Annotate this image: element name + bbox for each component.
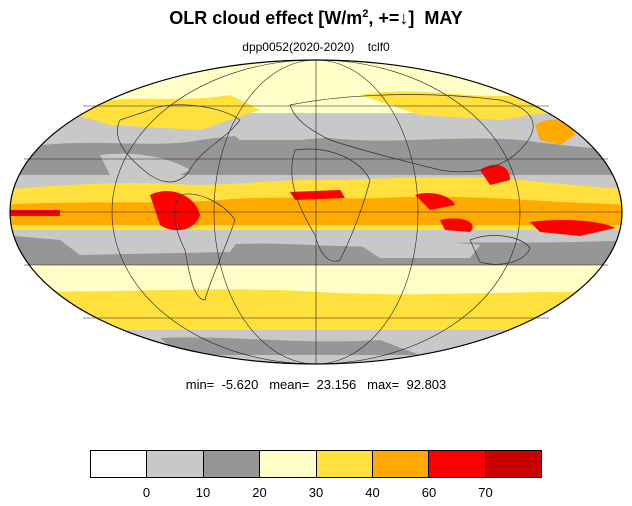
colorbar-label: 0 — [142, 485, 151, 500]
field-japan-orange — [535, 119, 575, 145]
field-antarctic-gray — [160, 337, 420, 355]
title-rest: , +=↓] MAY — [368, 8, 463, 28]
colorbar-box — [372, 451, 430, 477]
page-title: OLR cloud effect [W/m2, +=↓] MAY — [0, 8, 632, 29]
coast-eurasia — [289, 94, 534, 173]
colorbar-box — [91, 451, 148, 477]
map-border — [9, 59, 623, 365]
colorbar-label: 70 — [478, 485, 493, 500]
coastlines — [117, 94, 534, 301]
title-superscript: 2 — [362, 8, 369, 20]
colorbar-label: 60 — [421, 485, 437, 500]
field-se-pacific-lightgray — [60, 236, 240, 255]
field-europe-lightgray — [220, 118, 360, 140]
colorbar-label: 20 — [252, 485, 267, 500]
colorbar-label: 30 — [308, 485, 324, 500]
colorbar-box — [260, 451, 317, 477]
colorbar-labels: 0 10 20 30 40 60 70 — [90, 485, 542, 501]
colorbar-box — [485, 451, 541, 477]
coast-australia — [469, 235, 531, 265]
field-north-atlantic-yellow — [60, 95, 260, 130]
field-namerica-lightgray — [100, 153, 190, 185]
graticule — [10, 59, 622, 365]
statistics-line: min= -5.620 mean= 23.156 max= 92.803 — [185, 377, 447, 392]
field-maritime-red-1 — [440, 218, 473, 232]
colorbar-box — [316, 451, 373, 477]
coast-south-america — [174, 193, 236, 301]
field-africa-red — [290, 190, 345, 200]
field-bay-of-bengal-red — [480, 164, 510, 185]
colorbar-box — [147, 451, 204, 477]
field-indian-red — [415, 193, 455, 210]
subtitle: dpp0052(2020-2020) tclf0 — [242, 40, 390, 54]
colorbar-box — [203, 451, 261, 477]
coast-africa — [291, 148, 371, 262]
colorbar-label: 10 — [195, 485, 211, 500]
field-indian-lightgray — [360, 241, 480, 258]
colorbar — [90, 450, 542, 478]
colorbar-label: 40 — [365, 485, 380, 500]
coast-north-america — [117, 104, 241, 183]
field-east-pacific-red — [10, 210, 60, 216]
field-pacific-red — [530, 220, 615, 236]
title-main: OLR cloud effect [W/m — [169, 8, 363, 28]
colorbar-box — [429, 451, 486, 477]
